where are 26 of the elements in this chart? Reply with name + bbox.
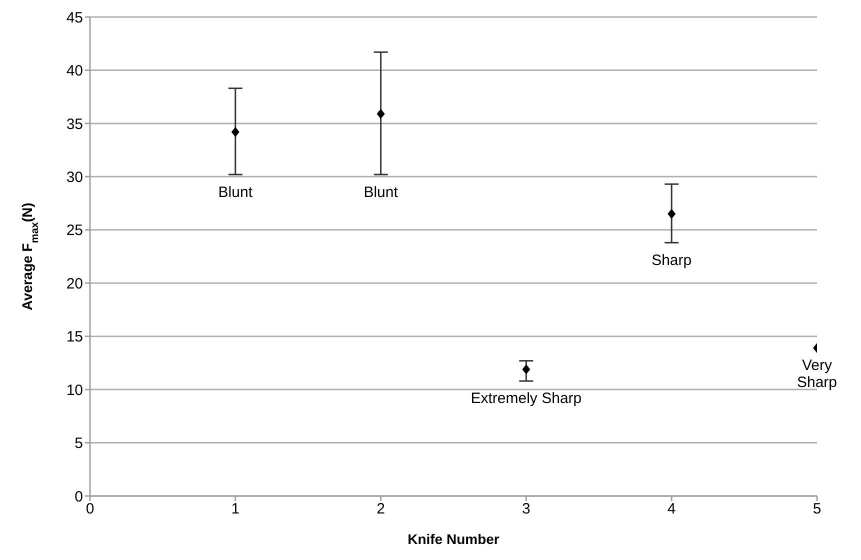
x-tick-label: 0 <box>86 500 94 518</box>
y-tick-label: 45 <box>66 9 83 26</box>
annotation: Extremely Sharp <box>470 390 582 407</box>
x-tick-label: 2 <box>376 500 385 518</box>
x-tick-label: 3 <box>522 500 530 518</box>
y-tick-label: 35 <box>66 116 83 133</box>
point <box>376 108 385 119</box>
point <box>668 208 676 219</box>
y-tick-label: 10 <box>66 382 83 399</box>
annotation: Sharp <box>652 251 692 268</box>
annotation: Blunt <box>218 183 254 200</box>
point <box>522 364 530 374</box>
y-tick-label: 30 <box>66 168 83 186</box>
y-tick-label: 5 <box>74 435 83 452</box>
y-tick-label: 25 <box>66 222 83 240</box>
y-tick-label: 20 <box>66 275 83 292</box>
y-tick-label: 40 <box>66 62 83 80</box>
x-tick-label: 1 <box>231 500 240 518</box>
x-tick-label: 4 <box>667 500 676 518</box>
point <box>231 126 240 137</box>
y-tick-label: 0 <box>74 488 83 506</box>
annotation: Very Sharp <box>796 356 838 391</box>
y-tick-label: 15 <box>66 328 83 346</box>
annotation: Blunt <box>364 183 399 200</box>
x-tick-label: 5 <box>812 500 822 518</box>
x-axis-title: Knife Number <box>408 531 500 547</box>
